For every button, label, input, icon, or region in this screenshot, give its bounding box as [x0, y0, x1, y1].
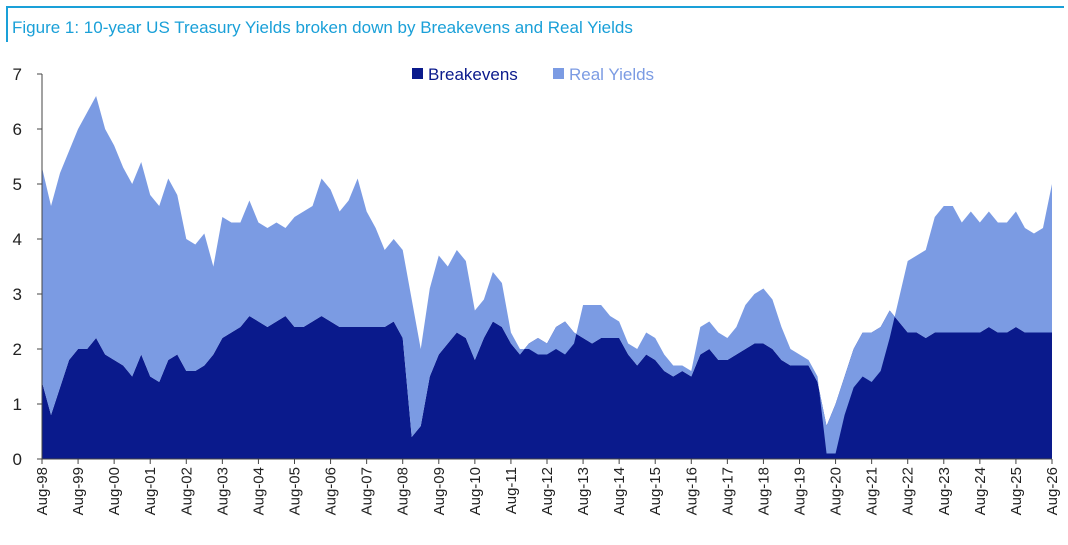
legend-item-breakevens: Breakevens — [412, 65, 518, 84]
y-tick-label: 1 — [13, 395, 22, 414]
x-tick-label: Aug-00 — [106, 467, 123, 515]
title-frame-top — [6, 6, 1064, 8]
x-tick-label: Aug-02 — [178, 467, 195, 515]
legend: Breakevens Real Yields — [412, 65, 654, 84]
series-area-real-yields — [42, 96, 1052, 454]
legend-label: Breakevens — [428, 65, 518, 84]
x-tick-label: Aug-23 — [936, 467, 953, 515]
chart-title: Figure 1: 10-year US Treasury Yields bro… — [12, 18, 633, 37]
legend-swatch — [412, 68, 423, 79]
title-frame-left — [6, 6, 8, 42]
x-tick-label: Aug-17 — [719, 467, 736, 515]
x-tick-label: Aug-19 — [792, 467, 809, 515]
x-tick-label: Aug-08 — [395, 467, 412, 515]
x-tick-label: Aug-07 — [359, 467, 376, 515]
series-area-breakevens — [42, 310, 1052, 459]
x-tick-label: Aug-13 — [575, 467, 592, 515]
x-tick-label: Aug-06 — [323, 467, 340, 515]
x-tick-label: Aug-14 — [611, 467, 628, 515]
chart-areas — [42, 96, 1052, 459]
x-tick-label: Aug-12 — [539, 467, 556, 515]
x-tick-label: Aug-01 — [142, 467, 159, 515]
y-tick-label: 3 — [13, 285, 22, 304]
y-tick-label: 0 — [13, 450, 22, 469]
x-tick-label: Aug-98 — [34, 467, 51, 515]
y-tick-label: 7 — [13, 65, 22, 84]
x-tick-label: Aug-25 — [1008, 467, 1025, 515]
x-tick-label: Aug-09 — [431, 467, 448, 515]
x-tick-label: Aug-99 — [70, 467, 87, 515]
x-tick-label: Aug-16 — [683, 467, 700, 515]
x-tick-label: Aug-26 — [1044, 467, 1061, 515]
y-tick-label: 5 — [13, 175, 22, 194]
legend-item-real-yields: Real Yields — [553, 65, 654, 84]
x-tick-label: Aug-05 — [287, 467, 304, 515]
x-tick-label: Aug-21 — [864, 467, 881, 515]
legend-swatch — [553, 68, 564, 79]
x-tick-label: Aug-18 — [755, 467, 772, 515]
x-tick-label: Aug-11 — [503, 467, 520, 514]
x-tick-label: Aug-24 — [972, 467, 989, 515]
x-tick-label: Aug-20 — [828, 467, 845, 515]
x-tick-label: Aug-04 — [250, 467, 267, 515]
y-tick-label: 6 — [13, 120, 22, 139]
y-tick-label: 4 — [13, 230, 22, 249]
x-tick-label: Aug-22 — [900, 467, 917, 515]
legend-label: Real Yields — [569, 65, 654, 84]
x-tick-label: Aug-03 — [214, 467, 231, 515]
x-tick-label: Aug-10 — [467, 467, 484, 515]
x-tick-label: Aug-15 — [647, 467, 664, 515]
y-tick-label: 2 — [13, 340, 22, 359]
chart-axes: 0 1 2 3 4 5 6 7 Aug-98 Aug-99 Aug-00 Aug-01 Aug-02 Au… — [13, 65, 1061, 515]
